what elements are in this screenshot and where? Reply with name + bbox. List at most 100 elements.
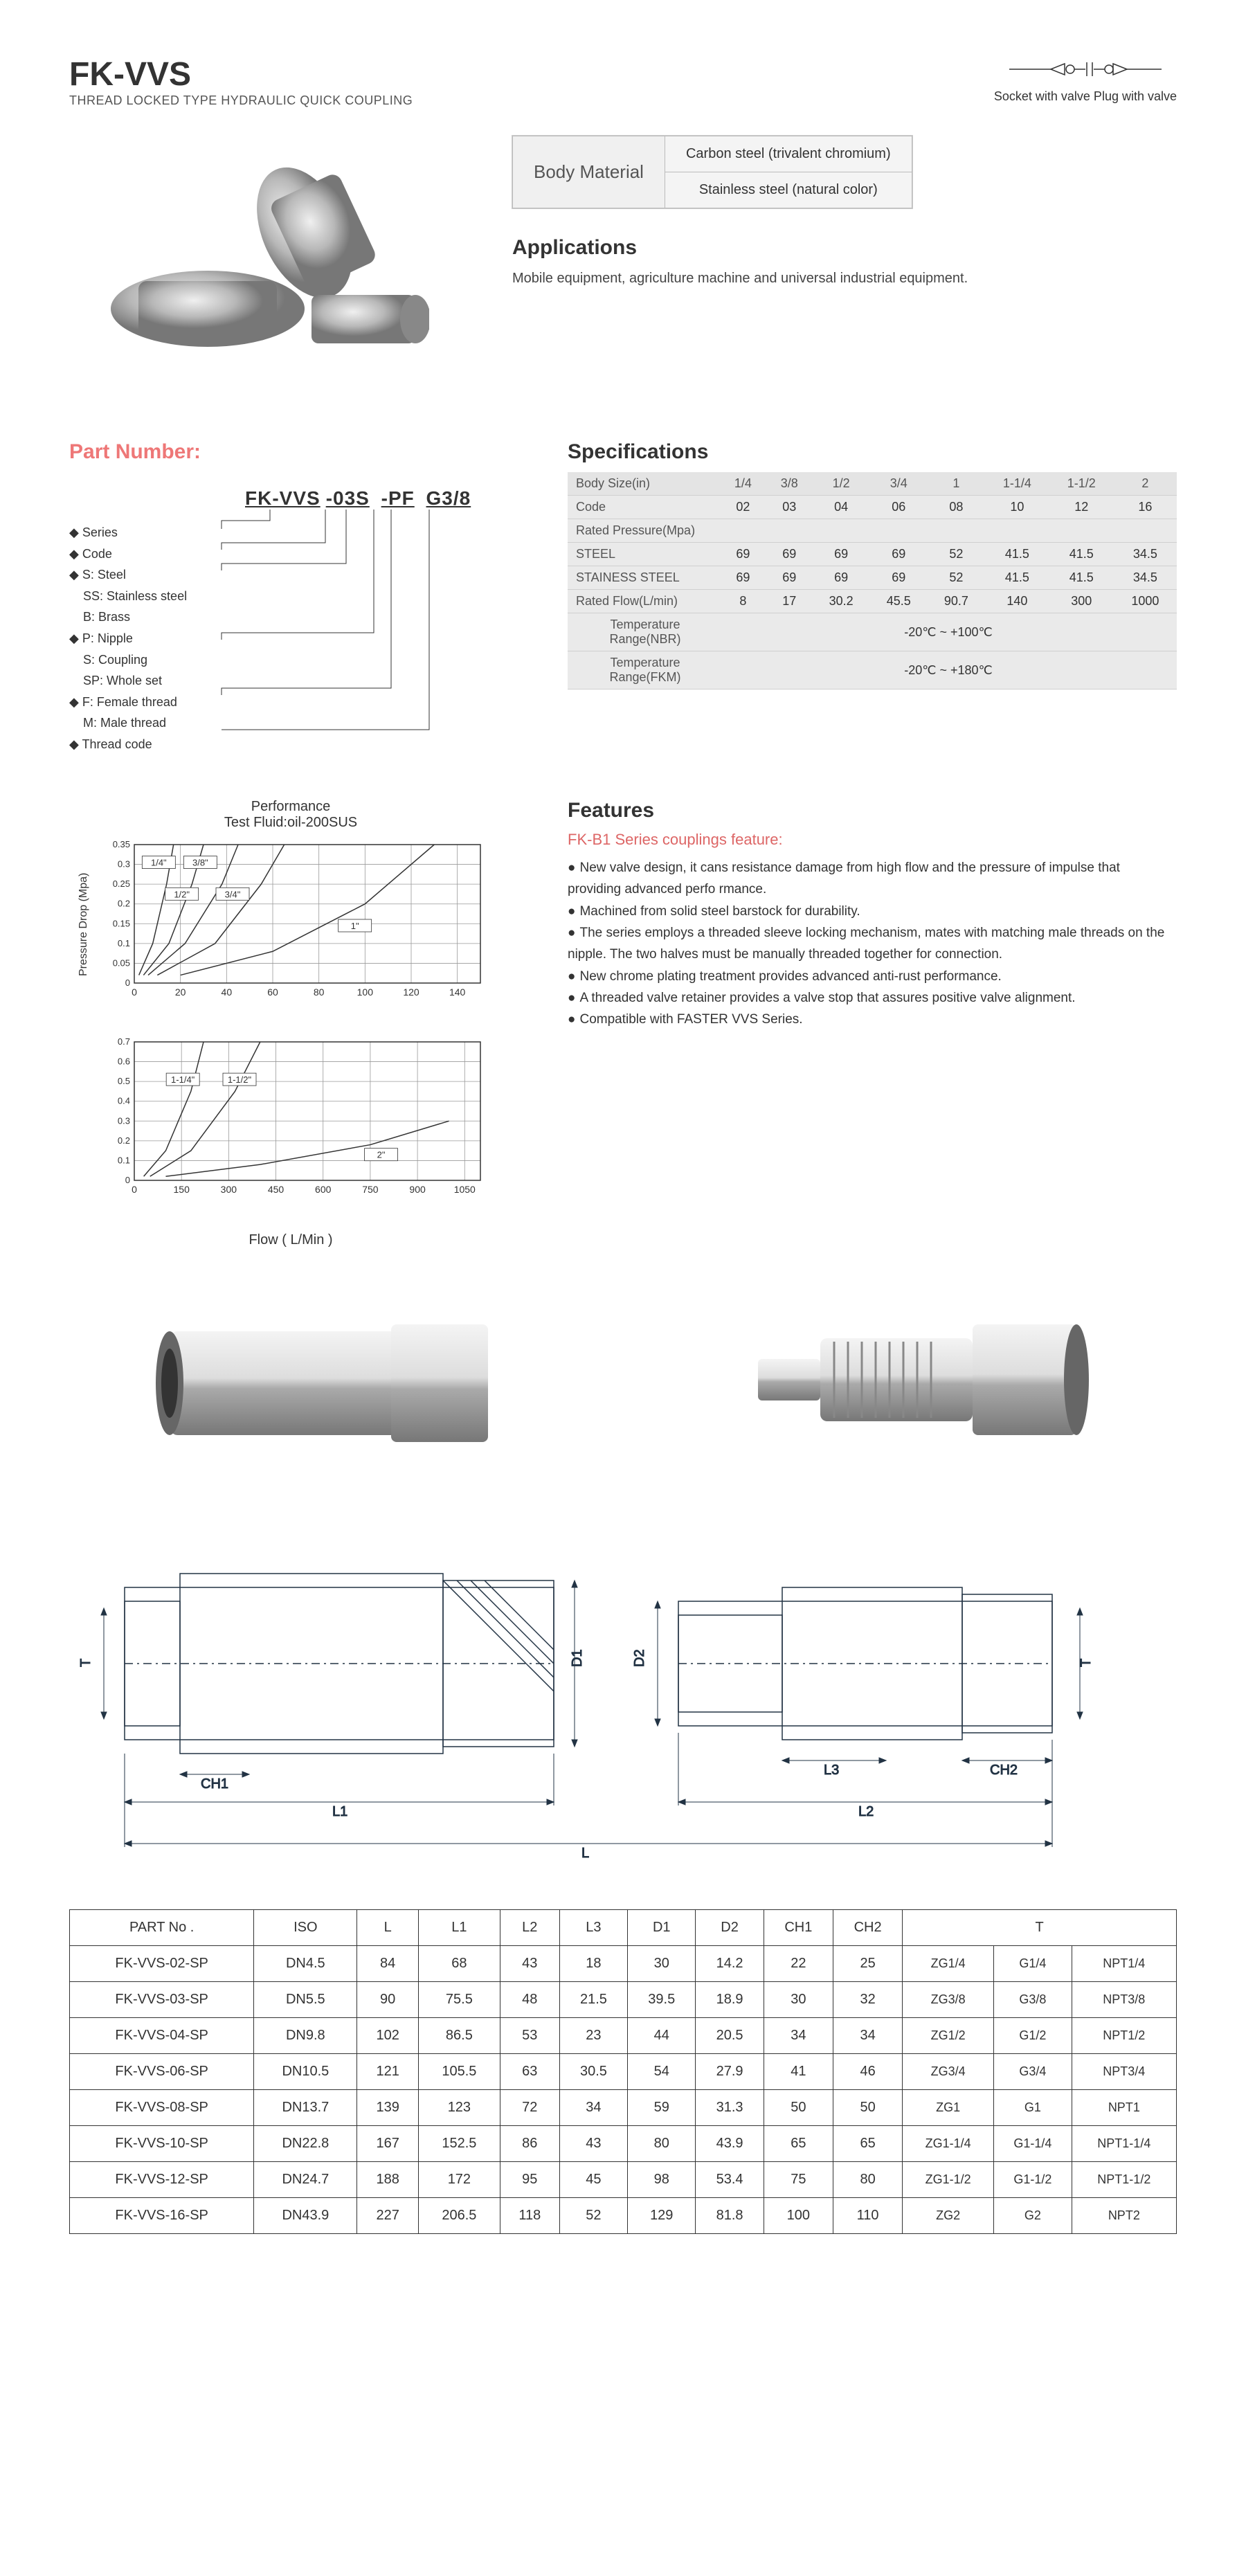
dim-cell: 14.2 [696, 1946, 764, 1982]
svg-text:80: 80 [314, 987, 325, 998]
spec-row-label: STEEL [568, 543, 720, 566]
spec-cell: 69 [766, 543, 813, 566]
spec-cell: -20℃ ~ +180℃ [720, 651, 1177, 690]
dim-cell: 123 [418, 2090, 500, 2126]
dim-cell: 53 [500, 2018, 559, 2054]
svg-text:L: L [581, 1846, 589, 1861]
specifications-title: Specifications [568, 440, 1177, 464]
spec-cell: 41.5 [985, 566, 1049, 590]
dim-cell: ZG2 [903, 2198, 994, 2234]
feature-item: New chrome plating treatment provides ad… [568, 966, 1177, 987]
dim-header: ISO [254, 1910, 357, 1946]
svg-text:1-1/2": 1-1/2" [228, 1074, 252, 1085]
specifications-section: Specifications Body Size(in)1/43/81/23/4… [568, 440, 1177, 757]
svg-text:0.05: 0.05 [113, 957, 130, 968]
svg-text:0: 0 [125, 978, 130, 988]
dim-cell: FK-VVS-03-SP [70, 1982, 254, 2018]
dim-cell: 34 [559, 2090, 627, 2126]
dim-header: PART No . [70, 1910, 254, 1946]
svg-text:750: 750 [362, 1184, 379, 1195]
features-title: Features [568, 799, 1177, 822]
feature-item: Machined from solid steel barstock for d… [568, 901, 1177, 922]
dim-cell: 188 [357, 2162, 419, 2198]
spec-cell: 41.5 [985, 543, 1049, 566]
feature-item: Compatible with FASTER VVS Series. [568, 1009, 1177, 1030]
dim-cell: DN13.7 [254, 2090, 357, 2126]
svg-text:40: 40 [222, 987, 233, 998]
dim-cell: 129 [628, 2198, 696, 2234]
svg-text:1/4": 1/4" [151, 858, 167, 868]
dim-cell: 110 [833, 2198, 902, 2234]
dim-cell: 68 [418, 1946, 500, 1982]
svg-text:CH2: CH2 [990, 1763, 1018, 1778]
part-label: Series [69, 522, 187, 543]
dim-cell: 98 [628, 2162, 696, 2198]
part-label: SP: Whole set [69, 670, 187, 692]
svg-text:600: 600 [315, 1184, 332, 1195]
spec-cell: 34.5 [1114, 543, 1177, 566]
dim-cell: 20.5 [696, 2018, 764, 2054]
svg-text:450: 450 [268, 1184, 285, 1195]
spec-cell: 300 [1049, 590, 1114, 613]
svg-text:140: 140 [449, 987, 466, 998]
specifications-table: Body Size(in)1/43/81/23/411-1/41-1/22Cod… [568, 472, 1177, 690]
spec-cell: 69 [766, 566, 813, 590]
svg-text:0.3: 0.3 [118, 859, 130, 870]
dim-cell: ZG3/4 [903, 2054, 994, 2090]
dim-cell: 206.5 [418, 2198, 500, 2234]
spec-cell: 16 [1114, 496, 1177, 519]
spec-row-label: STAINESS STEEL [568, 566, 720, 590]
dim-header: L2 [500, 1910, 559, 1946]
dim-cell: DN10.5 [254, 2054, 357, 2090]
dim-cell: NPT1-1/2 [1072, 2162, 1176, 2198]
spec-cell: 08 [928, 496, 985, 519]
svg-text:0.1: 0.1 [118, 1155, 130, 1165]
svg-text:300: 300 [221, 1184, 237, 1195]
row-photos [69, 1290, 1177, 1470]
svg-text:1": 1" [351, 921, 359, 931]
plug-photo-icon [716, 1290, 1104, 1470]
spec-cell: 41.5 [1049, 543, 1114, 566]
part-number-title: Part Number: [69, 440, 512, 464]
part-label: Code [69, 543, 187, 565]
chart-title: Performance Test Fluid:oil-200SUS [69, 799, 512, 831]
dim-cell: 86 [500, 2126, 559, 2162]
dimensions-table: PART No .ISOLL1L2L3D1D2CH1CH2TFK-VVS-02-… [69, 1909, 1177, 2234]
svg-text:L2: L2 [858, 1804, 874, 1819]
dim-cell: 43.9 [696, 2126, 764, 2162]
dim-cell: 172 [418, 2162, 500, 2198]
dim-cell: 22 [764, 1946, 833, 1982]
dim-cell: 46 [833, 2054, 902, 2090]
dim-cell: DN9.8 [254, 2018, 357, 2054]
part-label: F: Female thread [69, 692, 187, 713]
dim-cell: 41 [764, 2054, 833, 2090]
dim-cell: 54 [628, 2054, 696, 2090]
dim-cell: NPT1/4 [1072, 1946, 1176, 1982]
features-subtitle: FK-B1 Series couplings feature: [568, 831, 1177, 849]
chart1-svg: 02040608010012014000.050.10.150.20.250.3… [100, 838, 487, 1011]
dim-cell: ZG1 [903, 2090, 994, 2126]
dim-cell: 43 [559, 2126, 627, 2162]
dim-header: CH1 [764, 1910, 833, 1946]
dim-cell: 65 [764, 2126, 833, 2162]
dim-cell: 43 [500, 1946, 559, 1982]
socket-valve-icon [1009, 55, 1162, 83]
dim-cell: FK-VVS-16-SP [70, 2198, 254, 2234]
dim-cell: 59 [628, 2090, 696, 2126]
svg-text:1-1/4": 1-1/4" [171, 1074, 195, 1085]
dim-cell: 65 [833, 2126, 902, 2162]
spec-cell: 1000 [1114, 590, 1177, 613]
row-partnum-specs: Part Number: FK-VVS-03S -PF G3/8 SeriesC… [69, 440, 1177, 757]
applications-text: Mobile equipment, agriculture machine an… [512, 268, 1177, 289]
dim-header: T [903, 1910, 1177, 1946]
part-number-diagram: FK-VVS-03S -PF G3/8 SeriesCodeS: SteelSS… [69, 480, 512, 757]
dim-cell: G1-1/4 [994, 2126, 1072, 2162]
product-title: FK-VVS [69, 55, 413, 93]
spec-cell: 06 [870, 496, 928, 519]
dim-cell: 167 [357, 2126, 419, 2162]
dim-cell: 52 [559, 2198, 627, 2234]
dim-cell: NPT1-1/4 [1072, 2126, 1176, 2162]
body-material-row1: Carbon steel (trivalent chromium) [665, 136, 912, 172]
spec-row-label: Code [568, 496, 720, 519]
dim-cell: ZG1-1/2 [903, 2162, 994, 2198]
